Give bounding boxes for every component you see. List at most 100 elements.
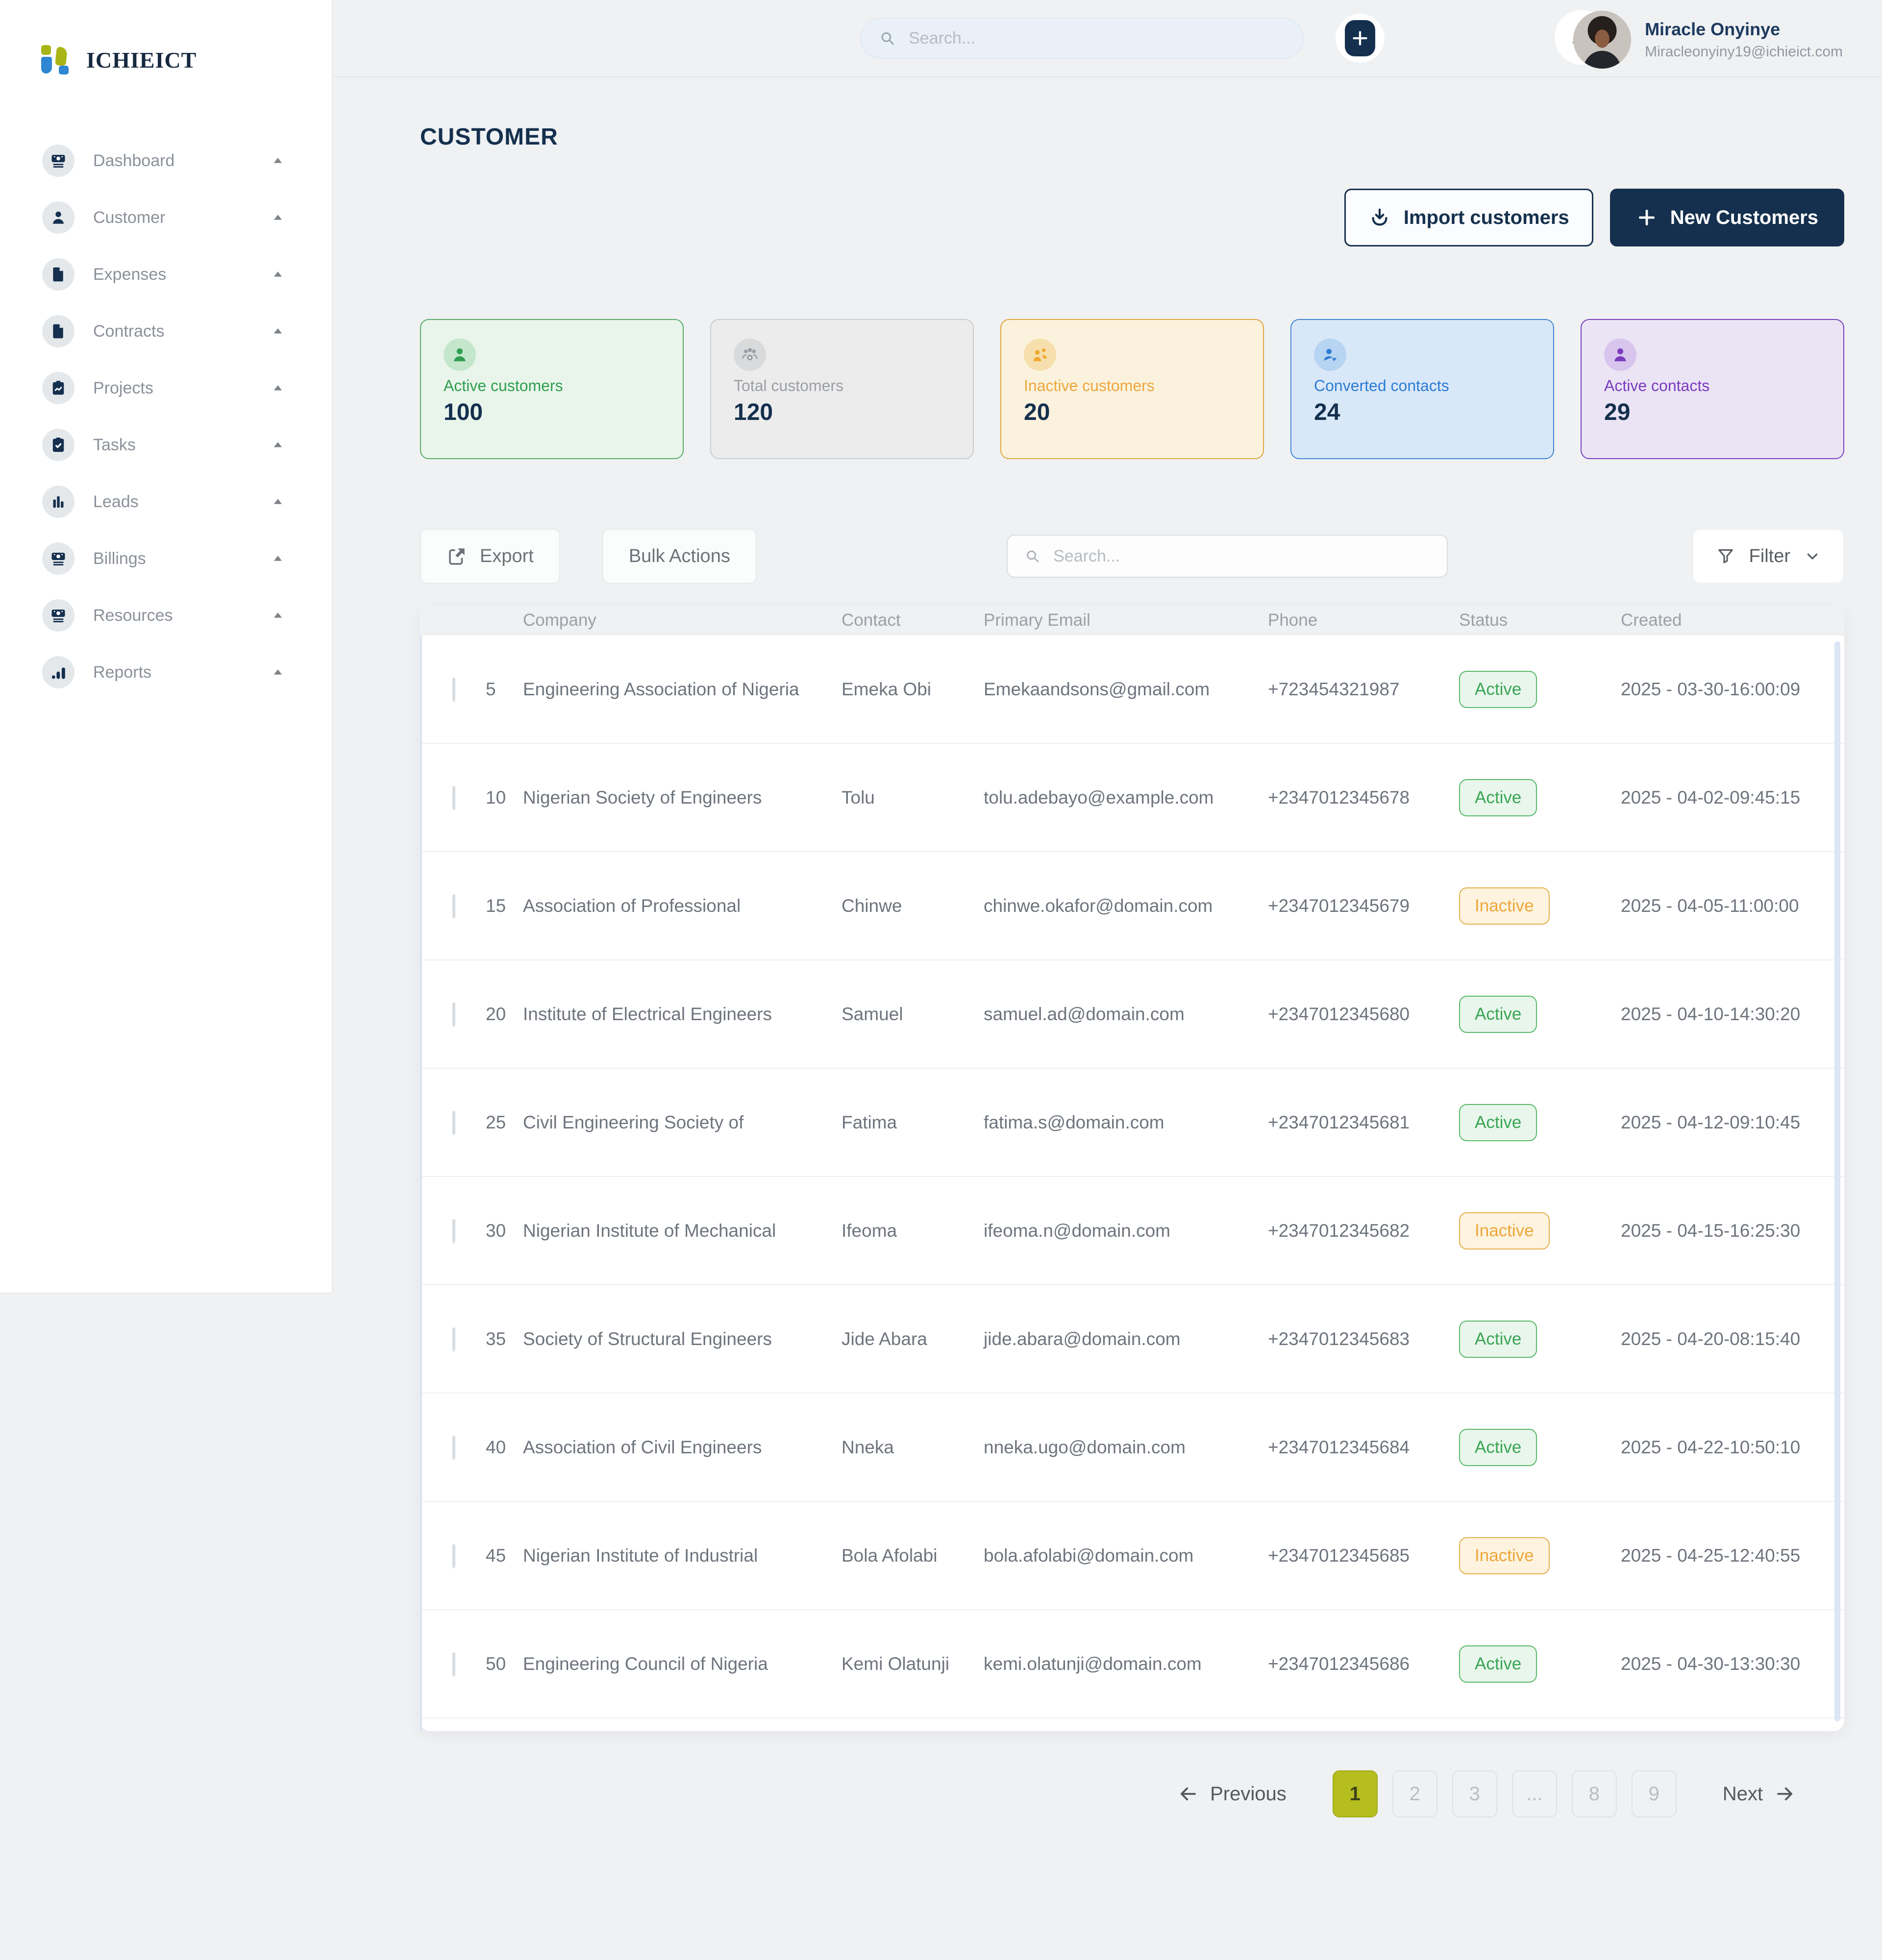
collapse-caret-icon[interactable] bbox=[271, 552, 285, 565]
row-company: Institute of Electrical Engineers bbox=[523, 1004, 772, 1024]
sidebar-item-tasks[interactable]: Tasks bbox=[0, 416, 332, 473]
row-email: Emekaandsons@gmail.com bbox=[984, 679, 1210, 699]
sidebar-item-label: Tasks bbox=[93, 435, 136, 454]
sidebar-item-icon bbox=[42, 486, 74, 518]
row-phone: +2347012345682 bbox=[1268, 1220, 1410, 1241]
brand-logo-icon bbox=[41, 45, 74, 74]
collapse-caret-icon[interactable] bbox=[271, 211, 285, 224]
sidebar-item-label: Expenses bbox=[93, 265, 167, 284]
table-row: 40 Association of Civil Engineers Nneka … bbox=[420, 1394, 1844, 1502]
sidebar-item-icon bbox=[42, 656, 74, 688]
page-actions: Import customers New Customers bbox=[420, 189, 1844, 246]
stat-card-label: Active contacts bbox=[1604, 377, 1710, 394]
previous-page-button[interactable]: Previous bbox=[1178, 1783, 1287, 1805]
plus-icon bbox=[1636, 207, 1658, 228]
quick-add bbox=[1336, 14, 1385, 63]
bulk-actions-button[interactable]: Bulk Actions bbox=[602, 529, 757, 584]
next-page-button[interactable]: Next bbox=[1723, 1783, 1795, 1805]
arrow-right-icon bbox=[1775, 1784, 1795, 1804]
row-company: Nigerian Institute of Industrial bbox=[523, 1545, 758, 1566]
row-checkbox[interactable] bbox=[452, 894, 455, 917]
collapse-caret-icon[interactable] bbox=[271, 268, 285, 281]
sidebar-item-icon bbox=[42, 315, 74, 347]
row-contact: Chinwe bbox=[842, 895, 902, 916]
avatar bbox=[1573, 11, 1632, 69]
sidebar-item-expenses[interactable]: Expenses bbox=[0, 246, 332, 303]
sidebar-item-label: Resources bbox=[93, 606, 173, 625]
row-checkbox[interactable] bbox=[452, 1219, 455, 1242]
sidebar-item-customer[interactable]: Customer bbox=[0, 189, 332, 246]
sidebar-item-reports[interactable]: Reports bbox=[0, 644, 332, 701]
row-checkbox[interactable] bbox=[452, 1652, 455, 1675]
sidebar-item-dashboard[interactable]: Dashboard bbox=[0, 132, 332, 189]
page-button-2[interactable]: 2 bbox=[1392, 1770, 1437, 1817]
export-button[interactable]: Export bbox=[420, 529, 560, 584]
row-contact: Samuel bbox=[842, 1004, 903, 1024]
pagination: Previous 1 2 3... 8 9 Next bbox=[420, 1770, 1844, 1876]
new-customers-button[interactable]: New Customers bbox=[1610, 189, 1844, 246]
row-checkbox[interactable] bbox=[452, 1110, 455, 1134]
table-row: 35 Society of Structural Engineers Jide … bbox=[420, 1285, 1844, 1394]
collapse-caret-icon[interactable] bbox=[271, 438, 285, 452]
row-email: bola.afolabi@domain.com bbox=[984, 1545, 1194, 1566]
sidebar: ICHIEICT Dashboard Customer Expenses bbox=[0, 0, 333, 1294]
page-button-3[interactable]: 3 bbox=[1452, 1770, 1497, 1817]
table-search-input[interactable] bbox=[1052, 546, 1430, 566]
filter-button[interactable]: Filter bbox=[1692, 529, 1844, 584]
sidebar-menu: Dashboard Customer Expenses Contracts bbox=[0, 132, 332, 701]
collapse-caret-icon[interactable] bbox=[271, 381, 285, 395]
stat-card-icon bbox=[1314, 339, 1346, 371]
collapse-caret-icon[interactable] bbox=[271, 609, 285, 622]
row-phone: +723454321987 bbox=[1268, 679, 1400, 699]
stat-card-icon bbox=[734, 339, 766, 371]
sidebar-item-projects[interactable]: Projects bbox=[0, 360, 332, 416]
sidebar-item-leads[interactable]: Leads bbox=[0, 473, 332, 530]
stat-card-label: Active customers bbox=[444, 377, 563, 394]
sidebar-item-label: Reports bbox=[93, 662, 152, 682]
sidebar-item-icon bbox=[42, 542, 74, 575]
row-checkbox[interactable] bbox=[452, 1544, 455, 1567]
status-badge: Active bbox=[1459, 779, 1537, 816]
row-checkbox[interactable] bbox=[452, 1002, 455, 1026]
sidebar-item-label: Contracts bbox=[93, 321, 165, 341]
global-search-input[interactable] bbox=[908, 28, 1285, 49]
collapse-caret-icon[interactable] bbox=[271, 324, 285, 338]
page-button-9[interactable]: 9 bbox=[1631, 1770, 1677, 1817]
row-email: jide.abara@domain.com bbox=[984, 1328, 1181, 1349]
collapse-caret-icon[interactable] bbox=[271, 495, 285, 509]
collapse-caret-icon[interactable] bbox=[271, 154, 285, 168]
customers-table: Company Contact Primary Email Phone Stat… bbox=[420, 605, 1844, 1731]
stat-card-inactive-customers: Inactive customers 20 bbox=[1000, 319, 1264, 459]
sidebar-item-billings[interactable]: Billings bbox=[0, 530, 332, 587]
quick-add-button[interactable] bbox=[1345, 20, 1375, 56]
row-checkbox[interactable] bbox=[452, 785, 455, 809]
row-checkbox[interactable] bbox=[452, 677, 455, 701]
sidebar-item-resources[interactable]: Resources bbox=[0, 587, 332, 644]
row-checkbox[interactable] bbox=[452, 1327, 455, 1350]
row-checkbox[interactable] bbox=[452, 1435, 455, 1459]
table-row: 20 Institute of Electrical Engineers Sam… bbox=[420, 960, 1844, 1069]
page-button-8[interactable]: 8 bbox=[1571, 1770, 1617, 1817]
user-menu[interactable]: Miracle Onyinye Miracleonyiny19@ichieict… bbox=[1573, 11, 1843, 69]
col-status: Status bbox=[1459, 611, 1508, 630]
stat-card-value: 24 bbox=[1314, 399, 1340, 425]
sidebar-item-contracts[interactable]: Contracts bbox=[0, 303, 332, 360]
row-id: 50 bbox=[486, 1653, 506, 1674]
row-phone: +2347012345685 bbox=[1268, 1545, 1410, 1566]
row-email: tolu.adebayo@example.com bbox=[984, 787, 1214, 808]
stat-card-converted-contacts: Converted contacts 24 bbox=[1290, 319, 1554, 459]
sidebar-item-label: Customer bbox=[93, 208, 166, 227]
page-button--[interactable]: ... bbox=[1511, 1770, 1557, 1817]
sidebar-item-label: Leads bbox=[93, 492, 139, 511]
row-company: Civil Engineering Society of bbox=[523, 1112, 744, 1132]
sidebar-item-label: Billings bbox=[93, 549, 146, 568]
col-contact: Contact bbox=[842, 611, 901, 630]
row-created: 2025 - 04-02-09:45:15 bbox=[1621, 787, 1801, 808]
row-id: 30 bbox=[486, 1220, 506, 1241]
collapse-caret-icon[interactable] bbox=[271, 665, 285, 679]
table-row: 30 Nigerian Institute of Mechanical Ifeo… bbox=[420, 1177, 1844, 1285]
status-badge: Inactive bbox=[1459, 1537, 1550, 1574]
import-customers-button[interactable]: Import customers bbox=[1344, 189, 1593, 246]
page-button-1[interactable]: 1 bbox=[1332, 1770, 1378, 1817]
table-scrollbar[interactable] bbox=[1834, 641, 1840, 1721]
